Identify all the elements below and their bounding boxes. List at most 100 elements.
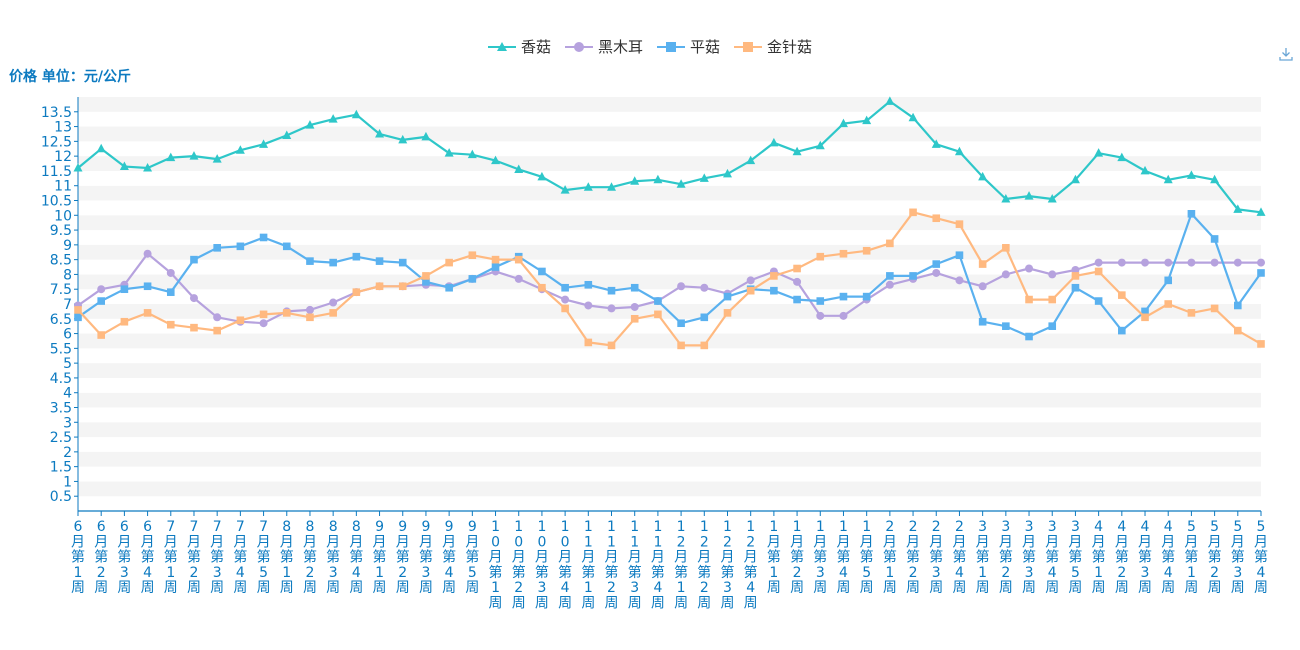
data-point[interactable] xyxy=(816,252,825,261)
data-point[interactable] xyxy=(352,252,361,261)
data-point[interactable] xyxy=(815,140,825,150)
data-point[interactable] xyxy=(931,139,941,148)
data-point[interactable] xyxy=(375,257,384,265)
data-point[interactable] xyxy=(630,302,639,311)
data-point[interactable] xyxy=(329,258,337,267)
data-point[interactable] xyxy=(1256,207,1266,216)
data-point[interactable] xyxy=(746,155,756,165)
data-point[interactable] xyxy=(677,319,685,328)
data-point[interactable] xyxy=(722,168,732,178)
data-point[interactable] xyxy=(120,317,129,326)
data-point[interactable] xyxy=(166,152,176,162)
data-point[interactable] xyxy=(97,331,105,339)
data-point[interactable] xyxy=(1024,191,1034,200)
legend-item-黑木耳[interactable]: 黑木耳 xyxy=(564,36,643,57)
data-point[interactable] xyxy=(468,275,477,283)
data-point[interactable] xyxy=(306,313,314,322)
data-point[interactable] xyxy=(769,137,779,147)
data-point[interactable] xyxy=(700,341,709,350)
legend-item-平菇[interactable]: 平菇 xyxy=(657,36,720,57)
data-point[interactable] xyxy=(259,319,268,328)
data-point[interactable] xyxy=(955,251,964,260)
data-point[interactable] xyxy=(954,146,964,156)
data-point[interactable] xyxy=(839,311,848,320)
data-point[interactable] xyxy=(885,96,895,105)
data-point[interactable] xyxy=(538,283,546,292)
data-point[interactable] xyxy=(677,341,685,350)
data-point[interactable] xyxy=(306,257,314,265)
data-point[interactable] xyxy=(514,274,523,283)
data-point[interactable] xyxy=(1094,267,1103,276)
data-point[interactable] xyxy=(212,154,222,163)
data-point[interactable] xyxy=(746,286,755,295)
data-point[interactable] xyxy=(1164,276,1173,285)
data-point[interactable] xyxy=(1070,174,1080,184)
data-point[interactable] xyxy=(143,282,152,291)
data-point[interactable] xyxy=(932,268,941,277)
data-point[interactable] xyxy=(1118,291,1126,299)
data-point[interactable] xyxy=(1257,340,1265,348)
data-point[interactable] xyxy=(375,282,384,291)
data-point[interactable] xyxy=(1187,258,1196,267)
data-point[interactable] xyxy=(1071,265,1080,274)
data-point[interactable] xyxy=(259,139,269,148)
data-point[interactable] xyxy=(955,276,964,285)
data-point[interactable] xyxy=(561,283,569,292)
data-point[interactable] xyxy=(1002,244,1010,252)
data-point[interactable] xyxy=(630,314,639,323)
data-point[interactable] xyxy=(375,128,385,138)
data-point[interactable] xyxy=(236,242,245,251)
data-point[interactable] xyxy=(816,297,825,305)
data-point[interactable] xyxy=(73,162,83,172)
data-point[interactable] xyxy=(305,305,314,314)
data-point[interactable] xyxy=(1141,258,1150,267)
data-point[interactable] xyxy=(932,260,941,268)
legend-item-香菇[interactable]: 香菇 xyxy=(487,36,551,57)
data-point[interactable] xyxy=(74,306,82,314)
data-point[interactable] xyxy=(491,155,501,165)
data-point[interactable] xyxy=(793,295,801,304)
data-point[interactable] xyxy=(1257,269,1265,277)
data-point[interactable] xyxy=(560,185,570,194)
data-point[interactable] xyxy=(468,251,477,260)
data-point[interactable] xyxy=(1141,307,1149,316)
data-point[interactable] xyxy=(97,285,106,294)
data-point[interactable] xyxy=(700,313,709,322)
data-point[interactable] xyxy=(120,285,129,294)
data-point[interactable] xyxy=(445,283,453,292)
data-point[interactable] xyxy=(607,341,616,350)
data-point[interactable] xyxy=(1048,322,1057,330)
data-point[interactable] xyxy=(1025,332,1033,341)
data-point[interactable] xyxy=(1071,283,1080,292)
data-point[interactable] xyxy=(699,173,709,182)
data-point[interactable] xyxy=(700,283,709,292)
data-point[interactable] xyxy=(1210,235,1219,243)
data-point[interactable] xyxy=(1025,264,1034,273)
data-point[interactable] xyxy=(584,338,593,347)
data-point[interactable] xyxy=(1164,300,1173,308)
data-point[interactable] xyxy=(213,244,221,252)
data-point[interactable] xyxy=(282,130,292,139)
data-point[interactable] xyxy=(282,309,291,317)
data-point[interactable] xyxy=(886,239,894,248)
data-point[interactable] xyxy=(538,267,546,276)
data-point[interactable] xyxy=(561,295,570,304)
data-point[interactable] xyxy=(653,174,663,184)
data-point[interactable] xyxy=(514,255,523,264)
data-point[interactable] xyxy=(955,220,964,228)
data-point[interactable] xyxy=(421,131,431,141)
data-point[interactable] xyxy=(143,309,152,317)
data-point[interactable] xyxy=(839,249,848,258)
data-point[interactable] xyxy=(1047,194,1057,203)
data-point[interactable] xyxy=(630,176,640,185)
data-point[interactable] xyxy=(143,249,152,258)
data-point[interactable] xyxy=(1001,270,1010,279)
data-point[interactable] xyxy=(723,292,732,301)
data-point[interactable] xyxy=(1186,170,1196,179)
data-point[interactable] xyxy=(1141,313,1149,322)
data-point[interactable] xyxy=(1118,326,1126,335)
data-point[interactable] xyxy=(862,246,871,255)
data-point[interactable] xyxy=(723,309,732,317)
data-point[interactable] xyxy=(746,276,755,285)
data-point[interactable] xyxy=(909,208,917,217)
